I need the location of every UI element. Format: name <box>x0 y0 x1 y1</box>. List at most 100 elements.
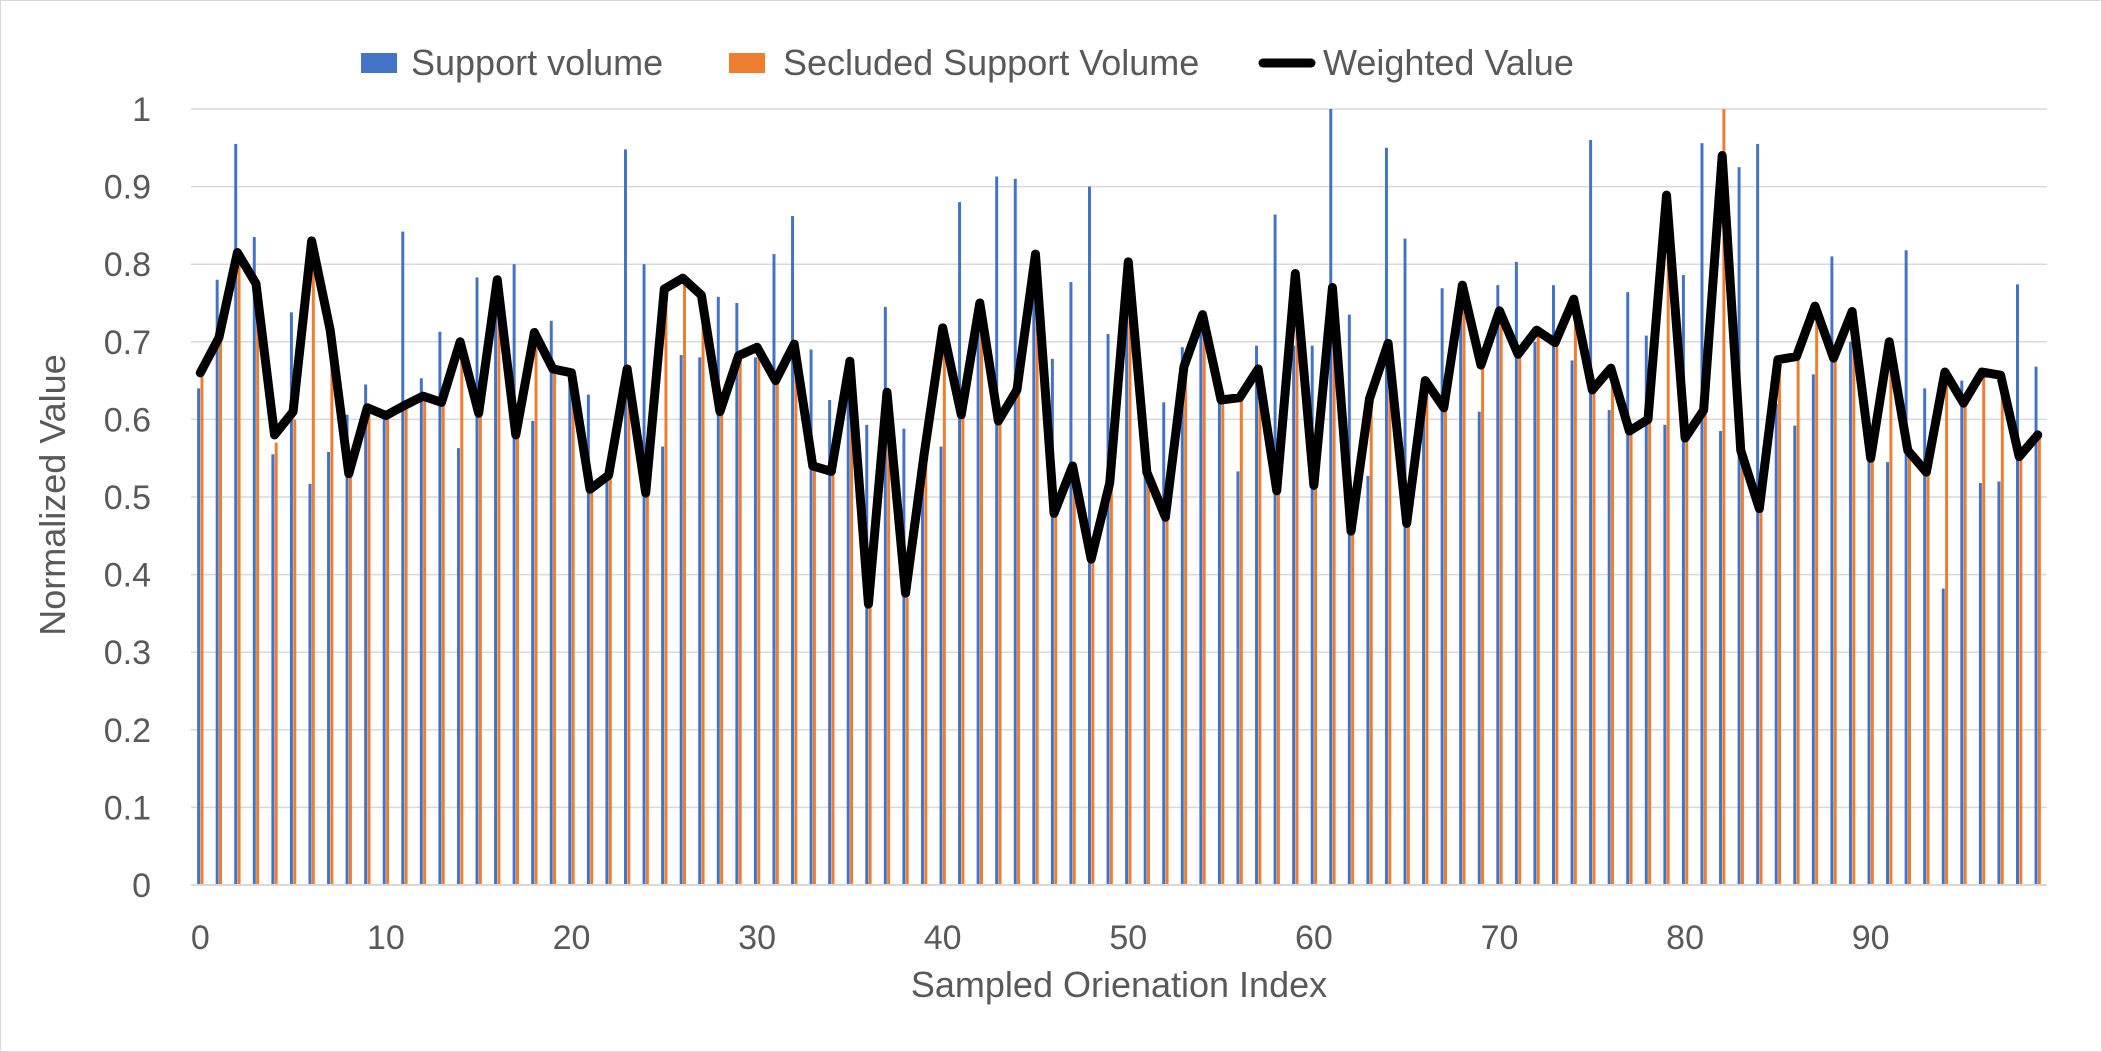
bar-support-volume <box>902 428 906 885</box>
bar-support-volume <box>1867 457 1871 885</box>
bar-support-volume <box>531 420 535 885</box>
bar-support-volume <box>1663 424 1667 885</box>
legend-label-weighted-value: Weighted Value <box>1323 42 1574 83</box>
bar-secluded-support-volume <box>404 403 408 885</box>
bar-support-volume <box>1923 388 1927 885</box>
bar-secluded-support-volume <box>1611 368 1614 886</box>
bar-secluded-support-volume <box>757 349 761 885</box>
x-axis-title: Sampled Orienation Index <box>911 964 1327 1005</box>
bar-support-volume <box>1329 109 1333 885</box>
bar-secluded-support-volume <box>720 411 724 885</box>
bar-secluded-support-volume <box>1555 341 1559 885</box>
bar-secluded-support-volume <box>1815 306 1819 885</box>
bar-secluded-support-volume <box>1239 396 1243 885</box>
bar-support-volume <box>1533 341 1537 885</box>
bar-support-volume <box>419 378 423 885</box>
bar-secluded-support-volume <box>1536 330 1540 885</box>
bar-secluded-support-volume <box>1425 380 1429 885</box>
bar-secluded-support-volume <box>1295 271 1299 886</box>
bar-support-volume <box>1997 481 2001 885</box>
bar-support-volume <box>2016 284 2019 886</box>
bar-support-volume <box>1941 588 1945 885</box>
bar-secluded-support-volume <box>1462 287 1466 886</box>
bar-secluded-support-volume <box>1703 411 1707 885</box>
bar-secluded-support-volume <box>1833 357 1837 885</box>
bar-secluded-support-volume <box>1870 458 1874 885</box>
bar-secluded-support-volume <box>905 597 909 885</box>
x-tick-label: 70 <box>1481 919 1519 957</box>
bar-support-volume <box>197 388 201 885</box>
bar-secluded-support-volume <box>2037 434 2041 885</box>
bar-secluded-support-volume <box>1629 431 1633 885</box>
bar-support-volume <box>995 176 999 886</box>
bar-support-volume <box>1904 250 1908 885</box>
bar-secluded-support-volume <box>2019 458 2023 885</box>
bar-secluded-support-volume <box>219 341 222 885</box>
bar-support-volume <box>1737 167 1741 885</box>
bar-support-volume <box>327 451 331 885</box>
bar-support-volume <box>1384 147 1388 886</box>
bar-secluded-support-volume <box>423 396 427 885</box>
bar-secluded-support-volume <box>1926 473 1930 885</box>
bar-support-volume <box>438 331 442 885</box>
x-tick-label: 60 <box>1295 919 1333 957</box>
x-tick-label: 0 <box>191 919 210 957</box>
bar-support-volume <box>976 316 980 885</box>
legend: Support volume Secluded Support Volume W… <box>361 42 1574 83</box>
bar-secluded-support-volume <box>645 489 649 885</box>
bar-support-volume <box>828 400 832 885</box>
axes: 00.10.20.30.40.50.60.70.80.910 10 20 30 40 50… <box>104 91 2047 957</box>
bar-support-volume <box>883 306 887 885</box>
bar-support-volume <box>920 458 924 885</box>
x-tick-label: 20 <box>553 919 591 957</box>
bar-secluded-support-volume <box>1685 438 1689 885</box>
bar-support-volume <box>475 277 479 886</box>
bar-support-volume <box>716 296 720 885</box>
y-tick-label: 1 <box>132 91 151 129</box>
bar-secluded-support-volume <box>1648 419 1652 885</box>
bar-secluded-support-volume <box>1184 365 1188 886</box>
bar-secluded-support-volume <box>1796 357 1800 885</box>
bar-support-volume <box>1477 411 1481 885</box>
bar-secluded-support-volume <box>441 403 445 885</box>
bar-secluded-support-volume <box>831 473 835 885</box>
bar-support-volume <box>1793 425 1797 885</box>
bar-secluded-support-volume <box>1072 465 1076 885</box>
bar-secluded-support-volume <box>460 341 464 885</box>
bar-support-volume <box>1032 291 1036 885</box>
bar-secluded-support-volume <box>998 419 1002 885</box>
bar-support-volume <box>1347 314 1351 885</box>
bar-support-volume <box>568 372 572 886</box>
bar-secluded-support-volume <box>497 279 501 886</box>
bar-support-volume <box>494 283 498 886</box>
bar-secluded-support-volume <box>961 415 965 885</box>
y-tick-label: 0.8 <box>104 246 151 284</box>
bar-secluded-support-volume <box>274 442 278 885</box>
line-series <box>195 151 2043 609</box>
bar-support-volume <box>1125 271 1129 886</box>
bar-secluded-support-volume <box>237 264 241 885</box>
y-tick-label: 0.1 <box>104 789 151 827</box>
bar-secluded-support-volume <box>1091 559 1095 885</box>
x-tick-label: 90 <box>1852 919 1890 957</box>
bar-support-volume <box>1552 285 1555 886</box>
bar-secluded-support-volume <box>1054 512 1058 885</box>
legend-swatch-support-volume <box>361 53 397 73</box>
bar-support-volume <box>345 414 349 885</box>
bar-support-volume <box>1440 288 1444 886</box>
bar-secluded-support-volume <box>2000 376 2004 885</box>
bar-secluded-support-volume <box>293 419 297 885</box>
bar-support-volume <box>1236 471 1240 885</box>
bar-secluded-support-volume <box>1592 388 1596 885</box>
bar-support-volume <box>1273 214 1277 885</box>
bar-secluded-support-volume <box>664 291 668 885</box>
bar-support-volume <box>215 279 219 886</box>
legend-label-support-volume: Support volume <box>411 42 663 83</box>
bar-secluded-support-volume <box>627 372 631 886</box>
bar-support-volume <box>1366 476 1370 885</box>
bar-secluded-support-volume <box>1314 485 1318 885</box>
bar-secluded-support-volume <box>1722 109 1726 885</box>
x-tick-label: 10 <box>367 919 405 957</box>
bar-support-volume <box>642 264 646 885</box>
